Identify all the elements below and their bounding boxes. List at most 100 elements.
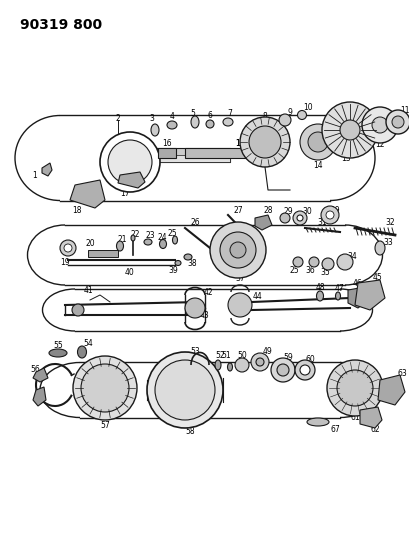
Ellipse shape	[166, 121, 177, 129]
Circle shape	[184, 298, 204, 318]
Circle shape	[391, 116, 403, 128]
Text: 32: 32	[384, 217, 394, 227]
Circle shape	[234, 358, 248, 372]
Text: 46: 46	[352, 279, 362, 287]
Polygon shape	[359, 407, 381, 428]
Circle shape	[296, 215, 302, 221]
Ellipse shape	[205, 120, 213, 128]
Ellipse shape	[306, 418, 328, 426]
Text: 59: 59	[283, 353, 292, 362]
Circle shape	[361, 107, 397, 143]
Ellipse shape	[151, 124, 159, 136]
Text: 5: 5	[190, 109, 195, 117]
Circle shape	[320, 206, 338, 224]
Text: 50: 50	[236, 351, 246, 359]
Text: 57: 57	[100, 421, 110, 430]
Circle shape	[250, 353, 268, 371]
Circle shape	[279, 213, 289, 223]
Text: 19: 19	[329, 206, 339, 214]
Text: 52: 52	[215, 351, 224, 359]
Circle shape	[326, 360, 382, 416]
Circle shape	[371, 117, 387, 133]
Ellipse shape	[175, 261, 180, 265]
Circle shape	[60, 240, 76, 256]
Text: 10: 10	[302, 102, 312, 111]
Polygon shape	[377, 375, 404, 405]
Text: 34: 34	[346, 252, 356, 261]
Circle shape	[307, 132, 327, 152]
Text: 62: 62	[369, 425, 379, 434]
Circle shape	[292, 257, 302, 267]
Circle shape	[321, 258, 333, 270]
Text: 47: 47	[334, 284, 344, 293]
Polygon shape	[254, 215, 271, 230]
Text: 4: 4	[169, 111, 174, 120]
Circle shape	[385, 110, 409, 134]
Circle shape	[321, 102, 377, 158]
Circle shape	[294, 360, 314, 380]
Text: 16: 16	[162, 139, 171, 148]
Text: 49: 49	[263, 348, 272, 357]
Circle shape	[147, 352, 222, 428]
Text: 39: 39	[168, 265, 178, 274]
Circle shape	[339, 120, 359, 140]
Ellipse shape	[116, 241, 123, 251]
Circle shape	[64, 244, 72, 252]
Text: 31: 31	[317, 217, 326, 227]
Circle shape	[278, 114, 290, 126]
Ellipse shape	[184, 254, 191, 260]
Ellipse shape	[227, 363, 232, 371]
Text: 25: 25	[288, 265, 298, 274]
Text: 53: 53	[190, 348, 200, 357]
Text: 37: 37	[234, 273, 244, 282]
Text: 21: 21	[117, 235, 126, 244]
Polygon shape	[347, 287, 367, 308]
Text: 61: 61	[349, 414, 359, 423]
Polygon shape	[118, 172, 145, 188]
Text: 55: 55	[53, 341, 63, 350]
Text: 90319 800: 90319 800	[20, 18, 102, 32]
Text: 43: 43	[200, 311, 209, 319]
Text: 1: 1	[33, 171, 37, 180]
Circle shape	[276, 364, 288, 376]
Text: 41: 41	[83, 286, 92, 295]
Text: 7: 7	[227, 109, 232, 117]
Circle shape	[100, 132, 160, 192]
Text: 60: 60	[304, 356, 314, 365]
Circle shape	[209, 222, 265, 278]
Circle shape	[270, 358, 294, 382]
Bar	[130, 155, 229, 162]
Text: 35: 35	[319, 268, 329, 277]
Ellipse shape	[214, 360, 220, 370]
Circle shape	[229, 242, 245, 258]
Circle shape	[220, 232, 255, 268]
Circle shape	[73, 356, 137, 420]
Polygon shape	[354, 280, 384, 310]
Ellipse shape	[172, 236, 177, 244]
Text: 17: 17	[120, 189, 130, 198]
Polygon shape	[42, 163, 52, 176]
Text: 27: 27	[233, 206, 242, 214]
Ellipse shape	[297, 110, 306, 119]
Ellipse shape	[77, 346, 86, 358]
Polygon shape	[33, 387, 46, 406]
Text: 9: 9	[287, 108, 292, 117]
Text: 29: 29	[283, 206, 292, 215]
Bar	[88, 250, 118, 257]
Ellipse shape	[335, 292, 339, 300]
Circle shape	[108, 140, 152, 184]
Circle shape	[239, 117, 289, 167]
Bar	[157, 148, 175, 158]
Text: 54: 54	[83, 340, 93, 349]
Ellipse shape	[144, 239, 152, 245]
Circle shape	[72, 304, 84, 316]
Polygon shape	[70, 180, 105, 208]
Circle shape	[336, 254, 352, 270]
Text: 6: 6	[207, 110, 212, 119]
Ellipse shape	[131, 235, 135, 241]
Ellipse shape	[49, 349, 67, 357]
Text: 25: 25	[167, 229, 176, 238]
Text: 44: 44	[252, 292, 262, 301]
Text: 23: 23	[145, 230, 155, 239]
Circle shape	[299, 124, 335, 160]
